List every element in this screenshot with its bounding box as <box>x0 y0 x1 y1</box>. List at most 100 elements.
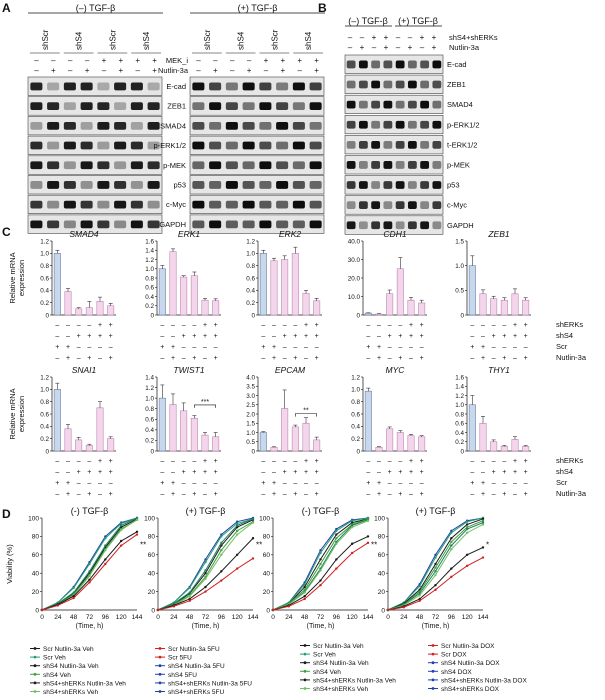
blot-A-right-bg <box>189 214 325 234</box>
condition-sign: + <box>171 344 175 351</box>
condition-sign: – <box>182 344 186 351</box>
blot-A-right-band <box>209 181 222 189</box>
growth-point <box>319 562 322 566</box>
blot-B-band <box>383 201 393 210</box>
condition-sign: – <box>192 458 196 465</box>
condition-sign: + <box>98 469 102 476</box>
blot-B-band <box>420 60 430 69</box>
blot-B-band <box>346 181 356 189</box>
y-tick-label: 1.0 <box>145 395 154 402</box>
condition-sign: – <box>77 480 81 487</box>
mek-sign: + <box>264 56 269 65</box>
blot-B-band <box>395 120 405 129</box>
c-ylabel: expression <box>17 260 26 296</box>
growth-point <box>303 583 306 586</box>
condition-sign: + <box>109 355 113 362</box>
condition-sign: + <box>214 469 218 476</box>
blot-A-right-band <box>225 121 238 130</box>
growth-point <box>319 558 322 561</box>
blot-B-band <box>407 181 417 189</box>
condition-sign: – <box>420 344 424 351</box>
condition-sign: – <box>160 469 164 476</box>
blot-A-left-band <box>63 141 76 150</box>
blot-A-right-band <box>259 161 272 170</box>
condition-sign: – <box>513 355 517 362</box>
band-label-zeb1: ZEB1 <box>167 102 186 111</box>
blot-A-right-band <box>225 181 238 189</box>
blot-B-band <box>432 60 442 69</box>
blot-A-left-band <box>63 121 76 130</box>
legend-r1-item: shS4+shERKs Veh <box>313 686 368 693</box>
condition-sign: + <box>192 469 196 476</box>
legend-r1-marker <box>303 661 307 665</box>
growth-point <box>303 595 306 598</box>
growth-point <box>350 526 354 529</box>
x-tick-label: 144 <box>363 614 374 621</box>
column-label: shS4 <box>237 31 246 50</box>
condition-sign: + <box>293 355 297 362</box>
legend-r2-item: shS4+shERKs DOX <box>441 686 500 693</box>
blot-A-right-band <box>292 141 305 150</box>
y-tick-label: 0.4 <box>351 424 360 431</box>
growth-point <box>235 553 239 556</box>
band-label-gapdh: GAPDH <box>159 220 186 229</box>
panelB-sign-r1: – <box>348 33 353 42</box>
panelB-sign-r1: – <box>396 33 401 42</box>
blot-A-right-band <box>276 200 289 209</box>
growth-point <box>303 597 306 601</box>
significance-mark: * <box>486 540 489 549</box>
growth-point <box>88 581 91 584</box>
condition-sign: – <box>377 322 381 329</box>
condition-sign: + <box>409 469 413 476</box>
growth-title: (-) TGF-β <box>302 506 340 516</box>
mek-sign: – <box>196 56 201 65</box>
blot-A-right-band <box>276 181 289 189</box>
condition-sign: – <box>409 491 413 498</box>
y-tick-label: 0 <box>35 607 39 614</box>
legend-r1-marker <box>303 669 307 673</box>
panelB-band-label: c-Myc <box>447 201 467 210</box>
blot-A-right-band <box>309 141 322 150</box>
condition-sign: + <box>524 355 528 362</box>
condition-sign: + <box>524 458 528 465</box>
condition-sign: – <box>388 458 392 465</box>
growth-chart-4: (+) TGF-β 0 20 40 60 80 100 0 24 48 72 96 120 144 (Tim… <box>374 506 489 630</box>
legend-r1-item: shS4 Veh <box>313 669 341 676</box>
growth-point <box>450 531 453 534</box>
growth-title: (-) TGF-β <box>71 506 109 516</box>
condition-sign: – <box>293 458 297 465</box>
y-tick-label: 30.0 <box>348 257 361 264</box>
blot-B-band <box>346 201 356 210</box>
bar <box>490 298 498 316</box>
condition-sign: – <box>283 480 287 487</box>
panelB-row-label: Nutlin-3a <box>449 43 480 52</box>
blot-A-left-band <box>47 82 60 91</box>
legend-r2-marker <box>431 661 435 665</box>
condition-sign: + <box>66 355 70 362</box>
y-tick-label: 20 <box>378 589 386 596</box>
blot-B-band <box>371 100 381 109</box>
growth-line <box>157 558 254 611</box>
y-tick-label: 0.2 <box>145 303 154 310</box>
blot-A-left-band <box>130 82 143 91</box>
bar <box>386 293 394 316</box>
blot-A-right-band <box>309 220 322 229</box>
legend-r1-marker <box>303 678 307 682</box>
y-tick-label: 40 <box>378 571 386 578</box>
blot-A-right-band <box>242 102 255 111</box>
blot-A-right-bg <box>189 175 325 195</box>
x-tick-label: 96 <box>102 614 110 621</box>
condition-sign: – <box>98 355 102 362</box>
growth-point <box>104 558 107 561</box>
growth-point <box>350 521 354 524</box>
condition-sign: – <box>66 322 70 329</box>
blot-A-right-bg <box>189 155 325 175</box>
bar <box>64 291 72 316</box>
condition-sign: + <box>293 491 297 498</box>
growth-chart-3: (-) TGF-β 0 20 40 60 80 100 0 24 48 72 96 120 144 (Tim… <box>259 506 377 630</box>
chart-title: EPCAM <box>275 365 306 375</box>
growth-point <box>204 577 207 580</box>
